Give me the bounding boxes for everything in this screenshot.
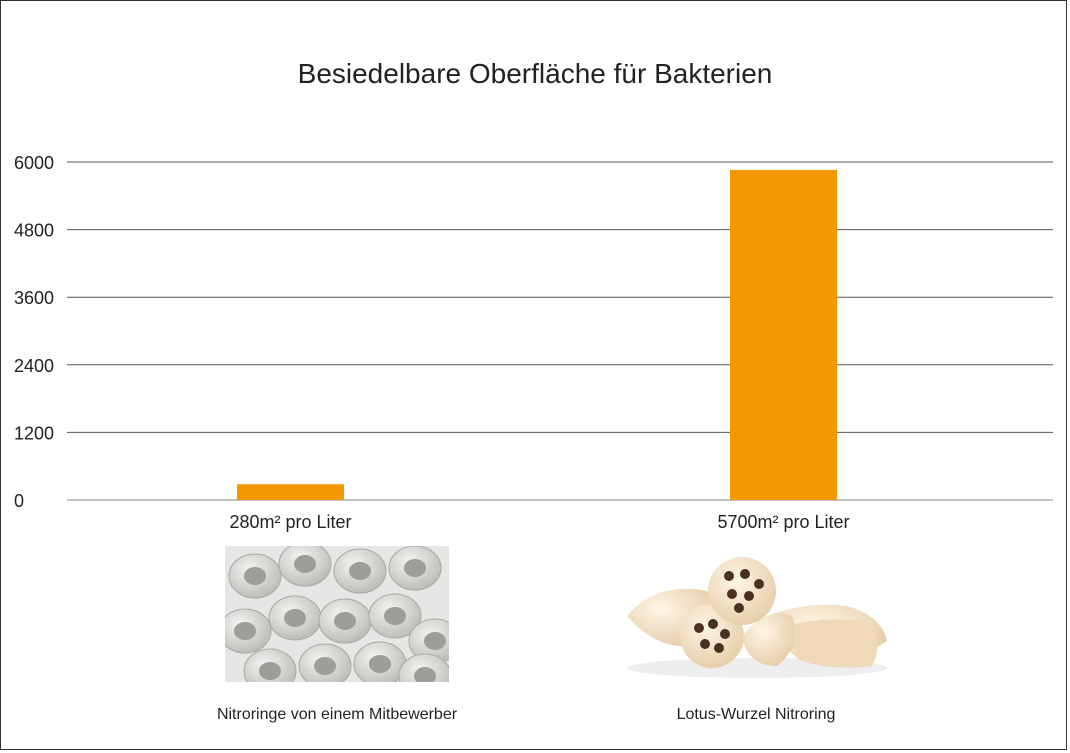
lotus-hole <box>720 629 730 639</box>
lotus-hole <box>740 569 750 579</box>
chart-title: Besiedelbare Oberfläche für Bakterien <box>297 58 773 89</box>
ring-hole <box>414 667 436 682</box>
ceramic-rings-image <box>225 546 449 682</box>
ring-hole <box>424 632 446 650</box>
bars <box>237 169 837 501</box>
ring-hole <box>244 567 266 585</box>
lotus-hole <box>694 623 704 633</box>
ring-hole <box>384 607 406 625</box>
x-tick-label: 280m² pro Liter <box>229 512 351 532</box>
y-tick-label: 3600 <box>14 288 54 308</box>
caption-lotus-root-ring: Lotus-Wurzel Nitroring <box>676 706 836 723</box>
lotus-hole <box>700 639 710 649</box>
lotus-hole <box>714 643 724 653</box>
ring-hole <box>334 612 356 630</box>
y-tick-label: 2400 <box>14 356 54 376</box>
bar <box>237 484 344 500</box>
ring-hole <box>369 655 391 673</box>
y-tick-label: 4800 <box>14 221 54 241</box>
ring-hole <box>349 562 371 580</box>
lotus-hole <box>708 619 718 629</box>
bar <box>730 169 837 501</box>
x-tick-labels: 280m² pro Liter 5700m² pro Liter <box>229 512 849 532</box>
y-tick-label: 1200 <box>14 423 54 443</box>
ring-hole <box>234 622 256 640</box>
ring-hole <box>284 609 306 627</box>
bar-chart: 0 1200 2400 3600 4800 6000 280m² pro Liter 570… <box>14 153 1053 532</box>
lotus-hole <box>754 579 764 589</box>
ceramic-rings-photo <box>225 546 449 682</box>
lotus-root-image <box>627 557 887 678</box>
lotus-hole <box>734 603 744 613</box>
ring-hole <box>259 662 281 680</box>
lotus-hole <box>724 571 734 581</box>
x-tick-label: 5700m² pro Liter <box>717 512 849 532</box>
ring-hole <box>314 657 336 675</box>
lotus-hole <box>744 591 754 601</box>
lotus-hole <box>727 589 737 599</box>
grid-lines <box>67 161 1053 501</box>
caption-competitor-rings: Nitroringe von einem Mitbewerber <box>216 706 458 723</box>
ring-hole <box>404 559 426 577</box>
ring-hole <box>294 555 316 573</box>
y-tick-label: 0 <box>14 491 24 511</box>
lotus-root-rings-photo <box>617 546 895 680</box>
y-tick-label: 6000 <box>14 153 54 173</box>
y-tick-labels: 0 1200 2400 3600 4800 6000 <box>14 153 54 511</box>
